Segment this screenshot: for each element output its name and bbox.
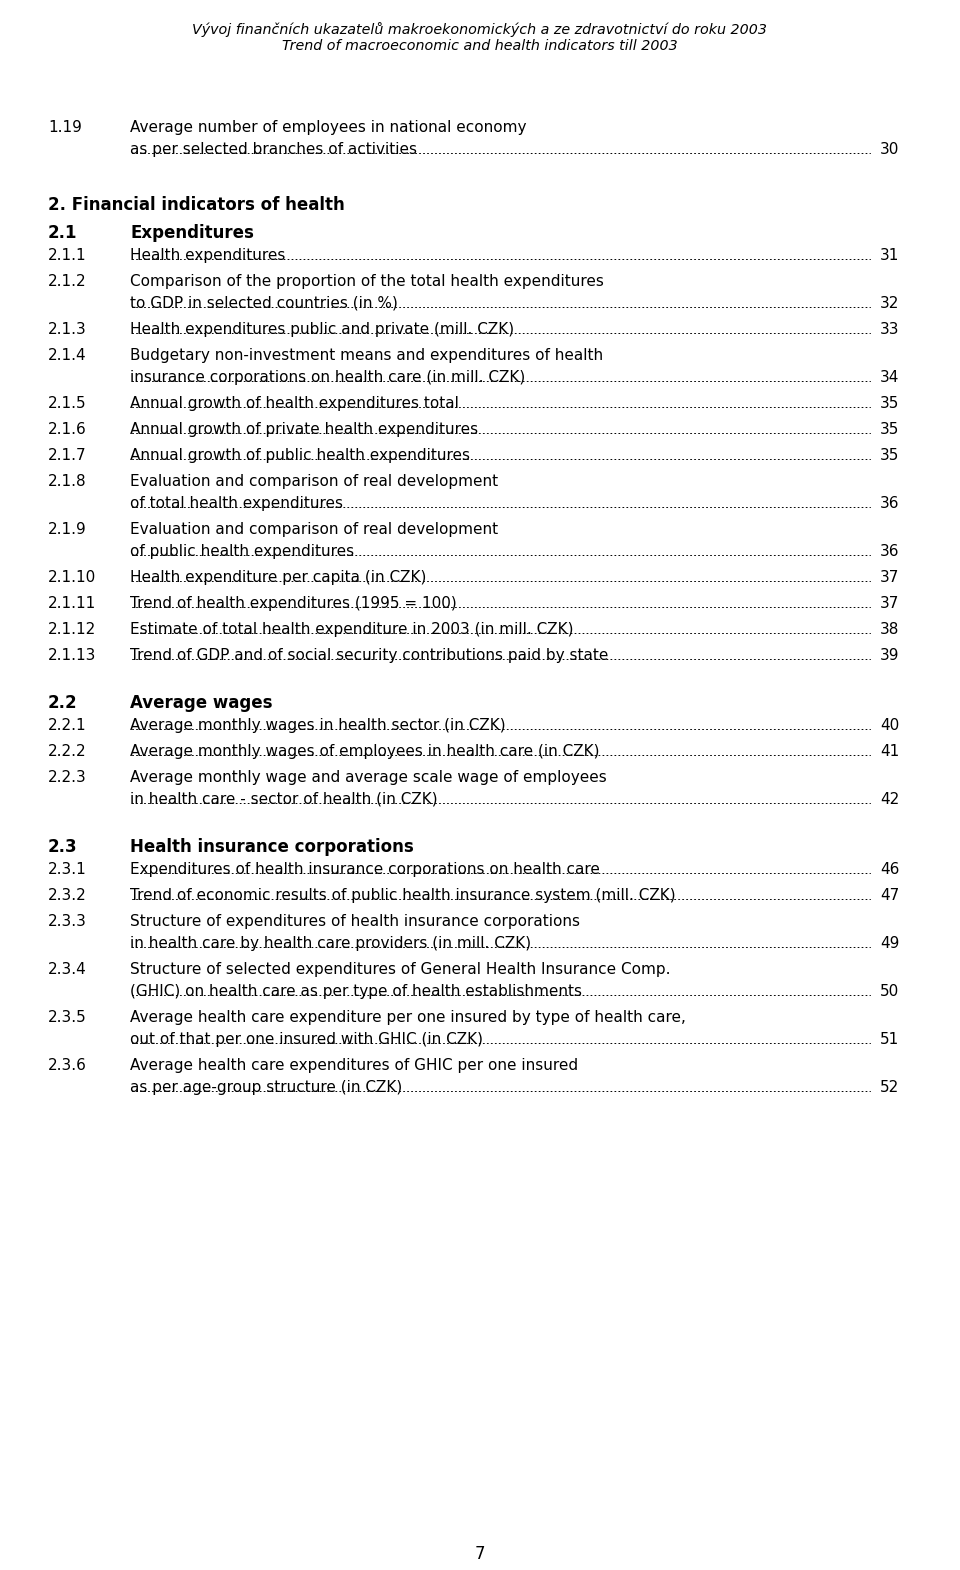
Text: Average health care expenditure per one insured by type of health care,: Average health care expenditure per one … bbox=[130, 1010, 685, 1025]
Text: 50: 50 bbox=[880, 984, 900, 999]
Text: Expenditures of health insurance corporations on health care: Expenditures of health insurance corpora… bbox=[130, 862, 600, 878]
Text: Evaluation and comparison of real development: Evaluation and comparison of real develo… bbox=[130, 521, 498, 537]
Text: 2.1.13: 2.1.13 bbox=[48, 648, 96, 663]
Text: 38: 38 bbox=[880, 622, 900, 637]
Text: Average monthly wages of employees in health care (in CZK): Average monthly wages of employees in he… bbox=[130, 744, 599, 758]
Text: 40: 40 bbox=[880, 717, 900, 733]
Text: 2.1: 2.1 bbox=[48, 225, 78, 242]
Text: Health expenditures: Health expenditures bbox=[130, 248, 285, 264]
Text: 47: 47 bbox=[880, 889, 900, 903]
Text: 2.1.11: 2.1.11 bbox=[48, 597, 96, 611]
Text: 2.3.4: 2.3.4 bbox=[48, 962, 86, 977]
Text: Annual growth of health expenditures total: Annual growth of health expenditures tot… bbox=[130, 396, 459, 411]
Text: 41: 41 bbox=[880, 744, 900, 758]
Text: Trend of macroeconomic and health indicators till 2003: Trend of macroeconomic and health indica… bbox=[282, 39, 678, 53]
Text: 2.1.10: 2.1.10 bbox=[48, 570, 96, 586]
Text: Structure of expenditures of health insurance corporations: Structure of expenditures of health insu… bbox=[130, 914, 580, 929]
Text: 2.2.3: 2.2.3 bbox=[48, 769, 86, 785]
Text: Average monthly wages in health sector (in CZK): Average monthly wages in health sector (… bbox=[130, 717, 506, 733]
Text: in health care by health care providers (in mill. CZK): in health care by health care providers … bbox=[130, 936, 531, 951]
Text: Comparison of the proportion of the total health expenditures: Comparison of the proportion of the tota… bbox=[130, 275, 604, 289]
Text: 52: 52 bbox=[880, 1080, 900, 1094]
Text: 2.1.8: 2.1.8 bbox=[48, 474, 86, 488]
Text: 36: 36 bbox=[880, 543, 900, 559]
Text: 30: 30 bbox=[880, 141, 900, 157]
Text: 2.1.12: 2.1.12 bbox=[48, 622, 96, 637]
Text: as per selected branches of activities: as per selected branches of activities bbox=[130, 141, 417, 157]
Text: Trend of GDP and of social security contributions paid by state: Trend of GDP and of social security cont… bbox=[130, 648, 609, 663]
Text: 35: 35 bbox=[880, 447, 900, 463]
Text: 46: 46 bbox=[880, 862, 900, 878]
Text: 39: 39 bbox=[880, 648, 900, 663]
Text: Trend of economic results of public health insurance system (mill. CZK): Trend of economic results of public heal… bbox=[130, 889, 676, 903]
Text: 2.3.3: 2.3.3 bbox=[48, 914, 86, 929]
Text: 37: 37 bbox=[880, 570, 900, 586]
Text: 2.1.3: 2.1.3 bbox=[48, 322, 86, 338]
Text: 2.1.2: 2.1.2 bbox=[48, 275, 86, 289]
Text: 2.1.7: 2.1.7 bbox=[48, 447, 86, 463]
Text: 2.2.2: 2.2.2 bbox=[48, 744, 86, 758]
Text: Average wages: Average wages bbox=[130, 694, 273, 713]
Text: 35: 35 bbox=[880, 422, 900, 436]
Text: 1.19: 1.19 bbox=[48, 119, 82, 135]
Text: 33: 33 bbox=[880, 322, 900, 338]
Text: 37: 37 bbox=[880, 597, 900, 611]
Text: Average monthly wage and average scale wage of employees: Average monthly wage and average scale w… bbox=[130, 769, 607, 785]
Text: of public health expenditures: of public health expenditures bbox=[130, 543, 354, 559]
Text: 2. Financial indicators of health: 2. Financial indicators of health bbox=[48, 196, 345, 214]
Text: 31: 31 bbox=[880, 248, 900, 264]
Text: out of that per one insured with GHIC (in CZK): out of that per one insured with GHIC (i… bbox=[130, 1031, 483, 1047]
Text: 2.1.9: 2.1.9 bbox=[48, 521, 86, 537]
Text: 34: 34 bbox=[880, 371, 900, 385]
Text: 2.1.4: 2.1.4 bbox=[48, 349, 86, 363]
Text: Annual growth of public health expenditures: Annual growth of public health expenditu… bbox=[130, 447, 470, 463]
Text: as per age-group structure (in CZK): as per age-group structure (in CZK) bbox=[130, 1080, 402, 1094]
Text: 2.3.2: 2.3.2 bbox=[48, 889, 86, 903]
Text: of total health expenditures: of total health expenditures bbox=[130, 496, 343, 510]
Text: 2.2.1: 2.2.1 bbox=[48, 717, 86, 733]
Text: Structure of selected expenditures of General Health Insurance Comp.: Structure of selected expenditures of Ge… bbox=[130, 962, 670, 977]
Text: 36: 36 bbox=[880, 496, 900, 510]
Text: 51: 51 bbox=[880, 1031, 900, 1047]
Text: 49: 49 bbox=[880, 936, 900, 951]
Text: 2.2: 2.2 bbox=[48, 694, 78, 713]
Text: to GDP in selected countries (in %): to GDP in selected countries (in %) bbox=[130, 297, 397, 311]
Text: 35: 35 bbox=[880, 396, 900, 411]
Text: 2.3: 2.3 bbox=[48, 838, 78, 856]
Text: Average health care expenditures of GHIC per one insured: Average health care expenditures of GHIC… bbox=[130, 1058, 578, 1072]
Text: Evaluation and comparison of real development: Evaluation and comparison of real develo… bbox=[130, 474, 498, 488]
Text: Average number of employees in national economy: Average number of employees in national … bbox=[130, 119, 526, 135]
Text: Vývoj finančních ukazatelů makroekonomických a ze zdravotnictví do roku 2003: Vývoj finančních ukazatelů makroekonomic… bbox=[193, 22, 767, 38]
Text: (GHIC) on health care as per type of health establishments: (GHIC) on health care as per type of hea… bbox=[130, 984, 582, 999]
Text: 2.1.1: 2.1.1 bbox=[48, 248, 86, 264]
Text: Expenditures: Expenditures bbox=[130, 225, 253, 242]
Text: 2.1.5: 2.1.5 bbox=[48, 396, 86, 411]
Text: 2.3.6: 2.3.6 bbox=[48, 1058, 86, 1072]
Text: Health insurance corporations: Health insurance corporations bbox=[130, 838, 414, 856]
Text: insurance corporations on health care (in mill. CZK): insurance corporations on health care (i… bbox=[130, 371, 525, 385]
Text: 7: 7 bbox=[475, 1545, 485, 1564]
Text: Budgetary non-investment means and expenditures of health: Budgetary non-investment means and expen… bbox=[130, 349, 603, 363]
Text: 2.1.6: 2.1.6 bbox=[48, 422, 86, 436]
Text: Health expenditure per capita (in CZK): Health expenditure per capita (in CZK) bbox=[130, 570, 426, 586]
Text: Health expenditures public and private (mill. CZK): Health expenditures public and private (… bbox=[130, 322, 515, 338]
Text: 42: 42 bbox=[880, 791, 900, 807]
Text: 2.3.5: 2.3.5 bbox=[48, 1010, 86, 1025]
Text: Trend of health expenditures (1995 = 100): Trend of health expenditures (1995 = 100… bbox=[130, 597, 457, 611]
Text: Annual growth of private health expenditures: Annual growth of private health expendit… bbox=[130, 422, 478, 436]
Text: 2.3.1: 2.3.1 bbox=[48, 862, 86, 878]
Text: 32: 32 bbox=[880, 297, 900, 311]
Text: in health care - sector of health (in CZK): in health care - sector of health (in CZ… bbox=[130, 791, 438, 807]
Text: Estimate of total health expenditure in 2003 (in mill. CZK): Estimate of total health expenditure in … bbox=[130, 622, 573, 637]
